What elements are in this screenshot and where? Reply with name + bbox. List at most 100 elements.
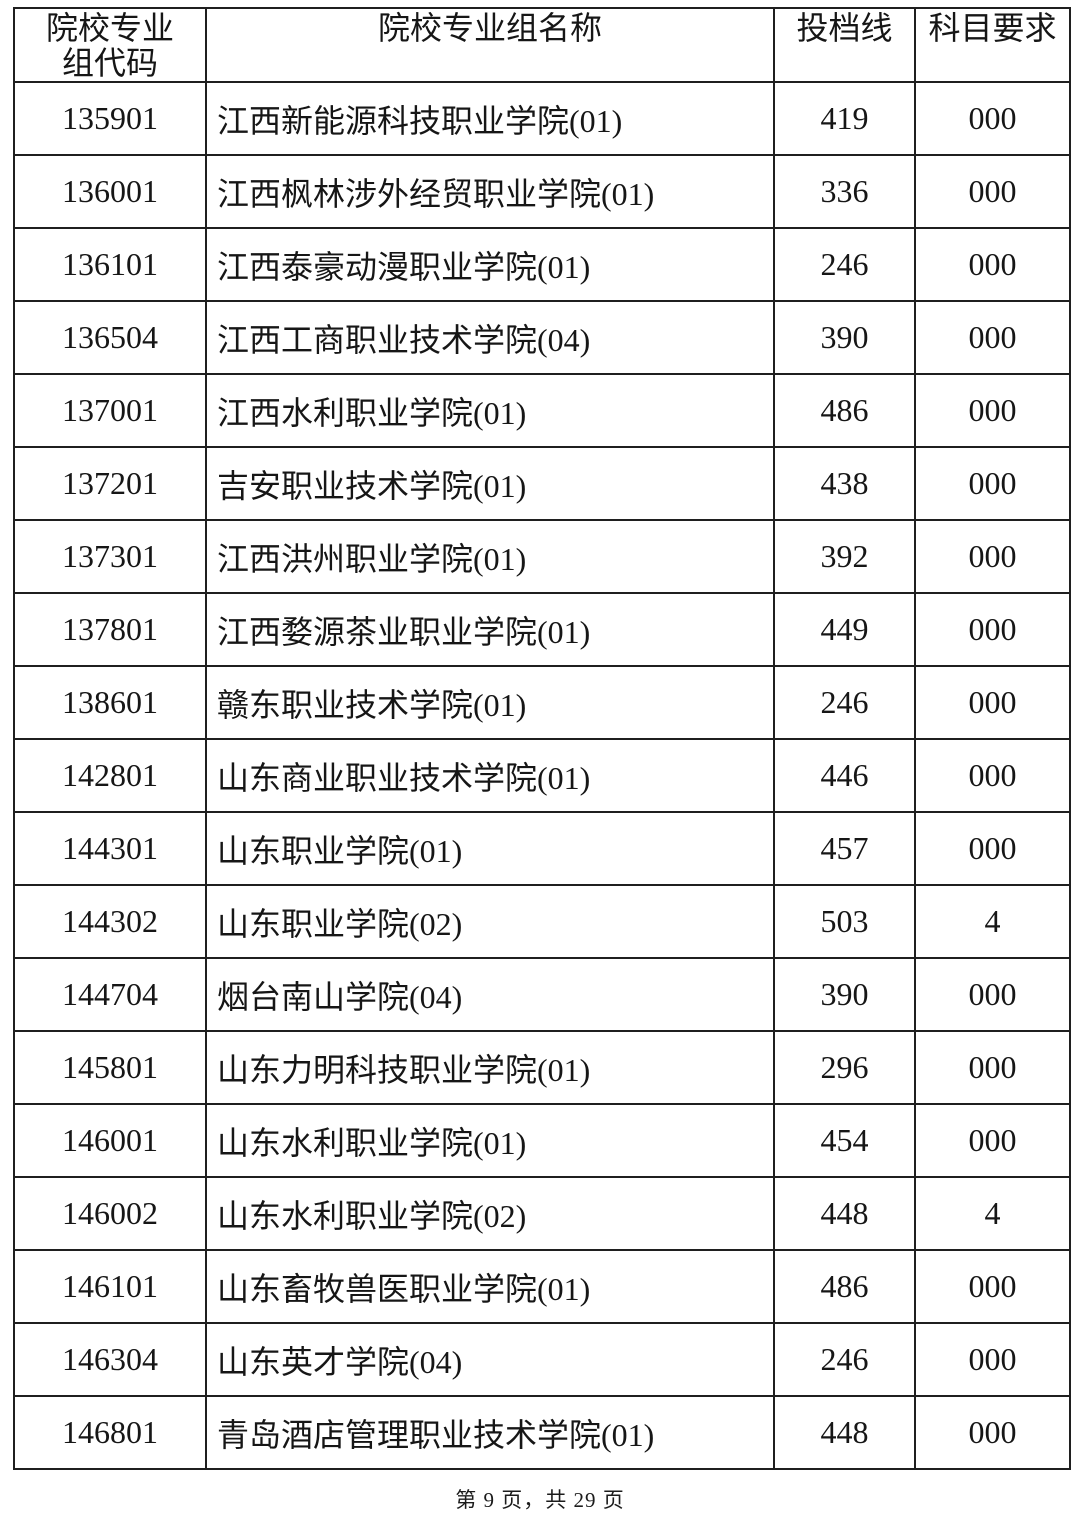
table-row: 137801 江西婺源茶业职业学院(01) 449 000 bbox=[13, 592, 1071, 667]
cell-subject-requirement: 000 bbox=[914, 957, 1071, 1032]
cell-group-name: 江西枫林涉外经贸职业学院(01) bbox=[205, 154, 775, 229]
cell-subject-requirement: 000 bbox=[914, 1030, 1071, 1105]
cell-score-line: 296 bbox=[773, 1030, 916, 1105]
cell-subject-requirement: 4 bbox=[914, 884, 1071, 959]
cell-score-line: 448 bbox=[773, 1395, 916, 1470]
cell-group-name: 山东水利职业学院(01) bbox=[205, 1103, 775, 1178]
cell-score-line: 246 bbox=[773, 227, 916, 302]
table-row: 144302 山东职业学院(02) 503 4 bbox=[13, 884, 1071, 959]
cell-score-line: 246 bbox=[773, 1322, 916, 1397]
cell-group-code: 138601 bbox=[13, 665, 207, 740]
cell-group-name: 江西婺源茶业职业学院(01) bbox=[205, 592, 775, 667]
cell-group-code: 146002 bbox=[13, 1176, 207, 1251]
cell-group-name: 吉安职业技术学院(01) bbox=[205, 446, 775, 521]
page-number: 第 9 页，共 29 页 bbox=[455, 1488, 625, 1512]
cell-group-name: 山东商业职业技术学院(01) bbox=[205, 738, 775, 813]
cell-group-name: 山东水利职业学院(02) bbox=[205, 1176, 775, 1251]
cell-group-name: 山东畜牧兽医职业学院(01) bbox=[205, 1249, 775, 1324]
cell-subject-requirement: 000 bbox=[914, 1103, 1071, 1178]
table-row: 137301 江西洪州职业学院(01) 392 000 bbox=[13, 519, 1071, 594]
cell-score-line: 392 bbox=[773, 519, 916, 594]
cell-group-code: 136504 bbox=[13, 300, 207, 375]
cell-group-name: 江西新能源科技职业学院(01) bbox=[205, 81, 775, 156]
table-row: 146801 青岛酒店管理职业技术学院(01) 448 000 bbox=[13, 1395, 1071, 1470]
col-header-group-code: 院校专业 组代码 bbox=[13, 7, 207, 83]
col-header-score-line: 投档线 bbox=[773, 7, 916, 83]
cell-subject-requirement: 000 bbox=[914, 446, 1071, 521]
cell-group-code: 136101 bbox=[13, 227, 207, 302]
cell-group-name: 山东职业学院(01) bbox=[205, 811, 775, 886]
cell-group-name: 山东职业学院(02) bbox=[205, 884, 775, 959]
cell-group-code: 137801 bbox=[13, 592, 207, 667]
cell-subject-requirement: 000 bbox=[914, 154, 1071, 229]
table-row: 146101 山东畜牧兽医职业学院(01) 486 000 bbox=[13, 1249, 1071, 1324]
cell-score-line: 457 bbox=[773, 811, 916, 886]
table-row: 145801 山东力明科技职业学院(01) 296 000 bbox=[13, 1030, 1071, 1105]
cell-score-line: 390 bbox=[773, 957, 916, 1032]
cell-score-line: 438 bbox=[773, 446, 916, 521]
admission-score-table: 院校专业 组代码 院校专业组名称 投档线 科目要求 135901 江西新能源科技… bbox=[13, 7, 1071, 1470]
cell-group-name: 江西泰豪动漫职业学院(01) bbox=[205, 227, 775, 302]
cell-subject-requirement: 000 bbox=[914, 665, 1071, 740]
cell-group-code: 142801 bbox=[13, 738, 207, 813]
cell-subject-requirement: 000 bbox=[914, 519, 1071, 594]
cell-group-name: 江西工商职业技术学院(04) bbox=[205, 300, 775, 375]
cell-group-name: 山东英才学院(04) bbox=[205, 1322, 775, 1397]
cell-score-line: 336 bbox=[773, 154, 916, 229]
cell-subject-requirement: 000 bbox=[914, 1249, 1071, 1324]
table-row: 138601 赣东职业技术学院(01) 246 000 bbox=[13, 665, 1071, 740]
cell-group-name: 青岛酒店管理职业技术学院(01) bbox=[205, 1395, 775, 1470]
table-row: 142801 山东商业职业技术学院(01) 446 000 bbox=[13, 738, 1071, 813]
cell-subject-requirement: 000 bbox=[914, 300, 1071, 375]
cell-group-name: 江西洪州职业学院(01) bbox=[205, 519, 775, 594]
cell-group-name: 烟台南山学院(04) bbox=[205, 957, 775, 1032]
col-header-group-code-line1: 院校专业 bbox=[45, 10, 174, 46]
table-row: 146001 山东水利职业学院(01) 454 000 bbox=[13, 1103, 1071, 1178]
cell-group-code: 146101 bbox=[13, 1249, 207, 1324]
cell-score-line: 449 bbox=[773, 592, 916, 667]
cell-score-line: 246 bbox=[773, 665, 916, 740]
cell-subject-requirement: 000 bbox=[914, 373, 1071, 448]
table-row: 136101 江西泰豪动漫职业学院(01) 246 000 bbox=[13, 227, 1071, 302]
cell-group-code: 145801 bbox=[13, 1030, 207, 1105]
cell-subject-requirement: 000 bbox=[914, 811, 1071, 886]
table-body: 135901 江西新能源科技职业学院(01) 419 000 136001 江西… bbox=[13, 81, 1071, 1470]
cell-group-code: 137001 bbox=[13, 373, 207, 448]
cell-group-code: 144302 bbox=[13, 884, 207, 959]
cell-subject-requirement: 000 bbox=[914, 592, 1071, 667]
cell-group-code: 135901 bbox=[13, 81, 207, 156]
cell-subject-requirement: 000 bbox=[914, 1395, 1071, 1470]
cell-group-code: 137301 bbox=[13, 519, 207, 594]
cell-group-code: 137201 bbox=[13, 446, 207, 521]
col-header-subject-requirement: 科目要求 bbox=[914, 7, 1071, 83]
cell-score-line: 390 bbox=[773, 300, 916, 375]
cell-group-code: 146304 bbox=[13, 1322, 207, 1397]
cell-group-name: 山东力明科技职业学院(01) bbox=[205, 1030, 775, 1105]
cell-score-line: 448 bbox=[773, 1176, 916, 1251]
cell-group-code: 144704 bbox=[13, 957, 207, 1032]
table-row: 137201 吉安职业技术学院(01) 438 000 bbox=[13, 446, 1071, 521]
table-row: 135901 江西新能源科技职业学院(01) 419 000 bbox=[13, 81, 1071, 156]
table-row: 136001 江西枫林涉外经贸职业学院(01) 336 000 bbox=[13, 154, 1071, 229]
table-row: 144704 烟台南山学院(04) 390 000 bbox=[13, 957, 1071, 1032]
header-row: 院校专业 组代码 院校专业组名称 投档线 科目要求 bbox=[13, 7, 1071, 83]
cell-score-line: 419 bbox=[773, 81, 916, 156]
cell-score-line: 503 bbox=[773, 884, 916, 959]
cell-group-code: 144301 bbox=[13, 811, 207, 886]
cell-subject-requirement: 4 bbox=[914, 1176, 1071, 1251]
table-row: 146304 山东英才学院(04) 246 000 bbox=[13, 1322, 1071, 1397]
cell-score-line: 486 bbox=[773, 1249, 916, 1324]
cell-score-line: 446 bbox=[773, 738, 916, 813]
table-row: 136504 江西工商职业技术学院(04) 390 000 bbox=[13, 300, 1071, 375]
col-header-group-code-line2: 组代码 bbox=[61, 45, 158, 81]
cell-group-name: 赣东职业技术学院(01) bbox=[205, 665, 775, 740]
cell-subject-requirement: 000 bbox=[914, 738, 1071, 813]
cell-score-line: 486 bbox=[773, 373, 916, 448]
cell-subject-requirement: 000 bbox=[914, 227, 1071, 302]
table-row: 146002 山东水利职业学院(02) 448 4 bbox=[13, 1176, 1071, 1251]
cell-score-line: 454 bbox=[773, 1103, 916, 1178]
cell-group-name: 江西水利职业学院(01) bbox=[205, 373, 775, 448]
cell-group-code: 136001 bbox=[13, 154, 207, 229]
cell-subject-requirement: 000 bbox=[914, 1322, 1071, 1397]
